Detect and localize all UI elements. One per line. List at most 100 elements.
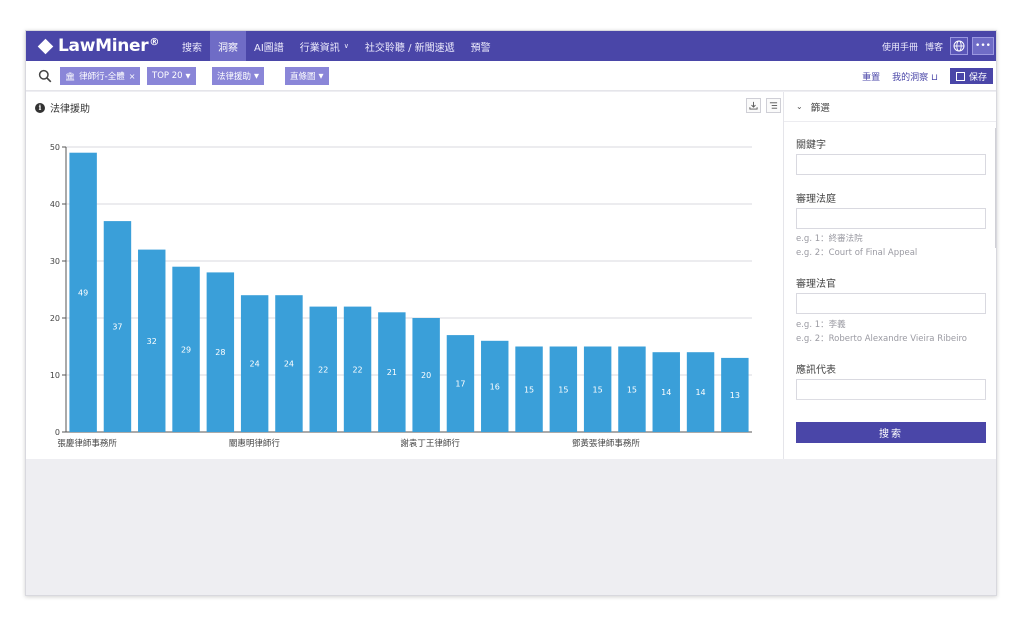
filter-actions: 重置 我的洞察 ⊔ 保存 (862, 67, 993, 85)
bar (343, 306, 372, 432)
bar (378, 312, 406, 432)
nav-right-group: 使用手冊 博客 ••• (882, 31, 994, 61)
y-tick-label: 50 (50, 143, 60, 152)
search-icon[interactable] (38, 69, 52, 83)
chart-panel: i 法律援助 0 10 20 30 40 50 49 張慶律師事務所 37 32 29 28 24 關惠明… (26, 92, 783, 459)
x-tick-label: 張慶律師事務所 (57, 438, 117, 449)
reset-link[interactable]: 重置 (862, 72, 881, 83)
nav-item-5[interactable]: 預警 (463, 31, 499, 61)
bar (618, 346, 646, 432)
filter-chip-chart-type[interactable]: 直條圖 ▼ (285, 67, 329, 85)
chip-label: 法律援助 (217, 72, 252, 82)
keyword-label: 關鍵字 (796, 140, 826, 151)
bar (309, 306, 337, 432)
chip-label: 律師行-全體 (79, 72, 125, 82)
keyword-input[interactable] (796, 154, 986, 175)
bar (240, 295, 269, 432)
more-menu-button[interactable]: ••• (972, 37, 994, 55)
panel-title-text: 法律援助 (50, 104, 90, 115)
representative-label: 應訊代表 (796, 365, 836, 376)
bar-value-label: 15 (627, 385, 637, 394)
scroll-fade (784, 398, 995, 412)
bar-value-label: 17 (455, 380, 465, 389)
y-tick-label: 20 (50, 314, 60, 323)
main-nav: 搜索 洞察 AI圖譜 行業資訊 ∨ 社交聆聽 / 新聞速遞 預警 (174, 31, 499, 61)
nav-item-label: 洞察 (218, 42, 238, 54)
y-tick-label: 40 (50, 200, 60, 209)
filter-sidebar: ⌄ 篩選 關鍵字 審理法庭 e.g. 1：終審法院 e.g. 2：Court o… (783, 92, 996, 459)
court-hint-1: e.g. 1：終審法院 (796, 234, 863, 244)
representative-input[interactable] (796, 379, 986, 400)
bar-value-label: 24 (284, 360, 294, 369)
bar (206, 272, 235, 432)
sidebar-scrollbar[interactable] (995, 128, 996, 248)
globe-icon (953, 40, 965, 52)
court-hint-2: e.g. 2：Court of Final Appeal (796, 248, 918, 258)
chevron-down-icon: ▼ (185, 72, 191, 80)
chevron-down-icon: ▼ (254, 72, 260, 80)
chevron-down-icon: ⌄ (796, 102, 803, 111)
judge-input[interactable] (796, 293, 986, 314)
building-icon: 🏛 (65, 71, 76, 81)
my-insights-link[interactable]: 我的洞察 ⊔ (892, 70, 938, 83)
bar (172, 266, 200, 432)
bar-value-label: 14 (695, 388, 705, 397)
bar-value-label: 29 (181, 345, 191, 354)
sidebar-search-button[interactable]: 搜索 (796, 422, 986, 443)
bar-value-label: 16 (490, 382, 500, 391)
bar (412, 318, 440, 432)
x-tick-label: 鄧黃張律師事務所 (572, 438, 641, 449)
language-button[interactable] (950, 37, 968, 55)
nav-item-1[interactable]: 洞察 (210, 31, 246, 61)
court-input[interactable] (796, 208, 986, 229)
bar-value-label: 24 (250, 360, 260, 369)
filter-bar: 🏛 律師行-全體 × TOP 20 ▼ 法律援助 ▼ 直條圖 ▼ 重置 我的洞察… (26, 61, 996, 91)
blog-link[interactable]: 博客 (924, 42, 943, 53)
brand-logo[interactable]: LawMiner ® (37, 35, 159, 57)
nav-item-label: 行業資訊 (299, 42, 340, 54)
top-navbar: LawMiner ® 搜索 洞察 AI圖譜 行業資訊 ∨ 社交聆聽 / 新聞速遞 預警 使用… (26, 31, 996, 61)
save-button[interactable]: 保存 (949, 68, 993, 84)
nav-item-0[interactable]: 搜索 (174, 31, 210, 61)
court-label: 審理法庭 (796, 194, 836, 205)
y-tick-label: 10 (50, 371, 60, 380)
close-icon[interactable]: × (128, 71, 136, 81)
nav-item-3[interactable]: 行業資訊 ∨ (292, 31, 357, 61)
bar-value-label: 32 (147, 337, 157, 346)
chip-label: TOP 20 (152, 71, 183, 81)
external-link-icon: ⊔ (928, 72, 938, 83)
list-icon (769, 102, 778, 109)
filter-chip-top[interactable]: TOP 20 ▼ (147, 67, 196, 85)
bar (103, 221, 132, 432)
nav-item-label: 社交聆聽 / 新聞速遞 (364, 42, 455, 54)
bar (138, 249, 166, 432)
sidebar-header[interactable]: ⌄ 篩選 (784, 92, 996, 122)
y-tick-label: 0 (55, 428, 60, 437)
bar (686, 352, 715, 432)
user-manual-link[interactable]: 使用手冊 (881, 42, 918, 53)
nav-item-label: AI圖譜 (254, 42, 284, 54)
bar-value-label: 22 (318, 365, 328, 374)
info-icon[interactable]: i (35, 102, 45, 113)
save-icon (955, 71, 965, 81)
chevron-down-icon: ▼ (318, 72, 324, 80)
filter-chip-firms[interactable]: 🏛 律師行-全體 × (60, 67, 141, 85)
bar-value-label: 37 (112, 323, 122, 332)
nav-item-4[interactable]: 社交聆聽 / 新聞速遞 (357, 31, 463, 61)
bar-chart-svg: 0 10 20 30 40 50 49 張慶律師事務所 37 32 29 28 24 關惠明律師行 24 22… (50, 143, 752, 449)
chip-label: 直條圖 (290, 72, 316, 82)
bar (446, 335, 475, 432)
x-tick-label: 謝袁丁王律師行 (400, 438, 460, 449)
save-label: 保存 (968, 72, 987, 83)
my-insights-label: 我的洞察 (892, 72, 929, 83)
nav-item-2[interactable]: AI圖譜 (246, 31, 292, 61)
diamond-logo-icon (37, 38, 54, 54)
bar (275, 295, 303, 432)
chevron-down-icon: ∨ (343, 42, 349, 50)
list-view-button[interactable] (766, 98, 781, 113)
y-tick-label: 30 (50, 257, 60, 266)
filter-chip-category[interactable]: 法律援助 ▼ (212, 67, 265, 85)
bar (515, 346, 543, 432)
bar-value-label: 15 (524, 385, 534, 394)
download-button[interactable] (746, 98, 761, 113)
